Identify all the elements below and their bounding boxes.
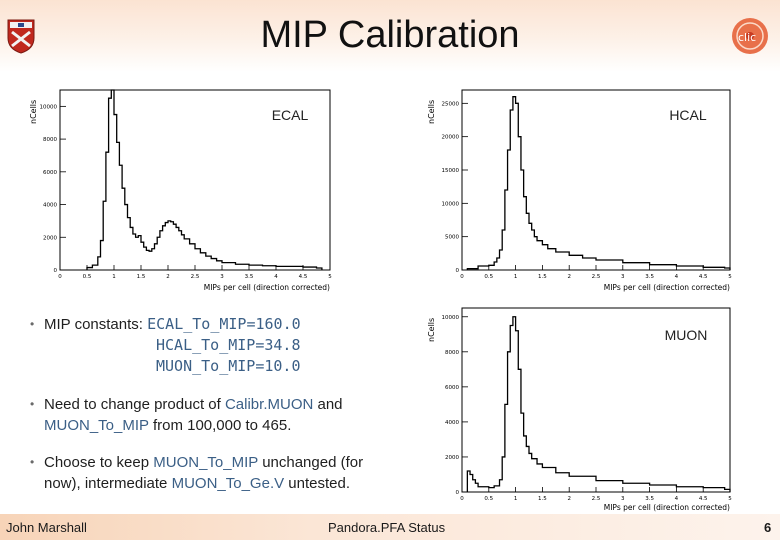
calibr-muon-term: Calibr.MUON xyxy=(224,396,314,413)
muon-xtick-label: 4.5 xyxy=(699,496,708,502)
muon-xtick-label: 4 xyxy=(675,496,679,502)
hcal-label: HCAL xyxy=(669,107,707,123)
hcal-ytick-label: 20000 xyxy=(442,135,460,141)
ecal-ytick-label: 6000 xyxy=(43,170,57,176)
muon-ylabel: nCells xyxy=(427,318,436,342)
muon-plot: 10000 8000 6000 4000 2000 0 0 0.5 1 1.5 2 2.5 3 3.5 4… xyxy=(426,300,736,512)
hcal-ytick-label: 5000 xyxy=(445,235,459,241)
muon-xtick-label: 1 xyxy=(514,496,518,502)
hcal-to-mip-value: HCAL_To_MIP=34.8 xyxy=(156,336,301,354)
hcal-xlabel: MIPs per cell (direction corrected) xyxy=(604,283,730,292)
muon-xtick-label: 3.5 xyxy=(645,496,654,502)
hcal-xtick-label: 5 xyxy=(728,274,732,280)
ecal-ytick-label: 4000 xyxy=(43,203,57,209)
hcal-ytick-label: 25000 xyxy=(442,101,460,107)
muon-label: MUON xyxy=(665,327,708,343)
ecal-ytick-label: 8000 xyxy=(43,137,57,143)
muon-xtick-label: 0 xyxy=(460,496,464,502)
muon-to-mip-value: MUON_To_MIP=10.0 xyxy=(156,357,301,375)
ecal-xtick-label: 5 xyxy=(328,274,332,280)
ecal-xtick-label: 4.5 xyxy=(299,274,308,280)
ecal-xtick-label: 3.5 xyxy=(245,274,254,280)
hcal-xtick-label: 0 xyxy=(460,274,464,280)
muon-xtick-label: 0.5 xyxy=(484,496,493,502)
muon-xlabel: MIPs per cell (direction corrected) xyxy=(604,503,730,512)
hcal-xtick-label: 4.5 xyxy=(699,274,708,280)
svg-text:clic: clic xyxy=(738,31,756,44)
muon-chart: 10000 8000 6000 4000 2000 0 0 0.5 1 1.5 2 2.5 3 3.5 4… xyxy=(427,307,732,512)
hcal-ytick-label: 15000 xyxy=(442,168,460,174)
bullet3-text: now), intermediate xyxy=(44,475,168,492)
muon-to-mip-term: MUON_To_MIP xyxy=(44,417,149,434)
slide-header: MIP Calibration clic xyxy=(0,0,780,72)
hcal-ytick-label: 0 xyxy=(456,268,460,274)
muon-to-mip-term: MUON_To_MIP xyxy=(153,454,259,471)
muon-ytick-label: 10000 xyxy=(442,315,460,321)
ecal-xtick-label: 3 xyxy=(220,274,224,280)
bullet2-text: from 100,000 to 465. xyxy=(152,417,292,434)
muon-xtick-label: 2.5 xyxy=(592,496,601,502)
hcal-xtick-label: 2.5 xyxy=(592,274,601,280)
ecal-xlabel: MIPs per cell (direction corrected) xyxy=(204,283,330,292)
mip-constants-label: MIP constants: xyxy=(44,316,143,333)
muon-histogram xyxy=(466,316,731,492)
ecal-to-mip-value: ECAL_To_MIP=160.0 xyxy=(147,315,301,333)
ecal-ytick-label: 0 xyxy=(54,268,58,274)
hcal-ytick-label: 10000 xyxy=(442,201,460,207)
hcal-xtick-label: 1.5 xyxy=(538,274,547,280)
ecal-xtick-label: 1 xyxy=(112,274,116,280)
ecal-ytick-label: 10000 xyxy=(40,104,58,110)
bullet-mip-constants: • MIP constants: ECAL_To_MIP=160.0 HCAL_… xyxy=(30,314,410,377)
ecal-ylabel: nCells xyxy=(29,100,38,124)
muon-ytick-label: 2000 xyxy=(445,455,459,461)
footer-center-text: Pandora.PFA Status xyxy=(328,520,446,535)
hcal-xtick-label: 3 xyxy=(621,274,625,280)
bullet3-text: untested. xyxy=(288,475,351,492)
ecal-plot: 10000 8000 6000 4000 2000 0 0 0.5 1 1.5 2 2.5 3 3.5 4… xyxy=(28,84,338,294)
hcal-plot: 25000 20000 15000 10000 5000 0 0 0.5 1 1.5 2 2.5 3 3… xyxy=(426,84,736,294)
hcal-xtick-label: 0.5 xyxy=(484,274,493,280)
ecal-chart: 10000 8000 6000 4000 2000 0 0 0.5 1 1.5 2 2.5 3 3.5 4… xyxy=(29,89,332,292)
clic-logo-icon: clic xyxy=(732,18,768,54)
muon-ytick-label: 0 xyxy=(456,490,460,496)
muon-ytick-label: 6000 xyxy=(445,385,459,391)
footer-author: John Marshall xyxy=(6,520,87,535)
slide-title: MIP Calibration xyxy=(260,14,520,56)
ecal-xtick-label: 1.5 xyxy=(137,274,146,280)
bullet-change-product: • Need to change product of Calibr.MUON … xyxy=(30,394,420,436)
ecal-xtick-label: 0 xyxy=(58,274,62,280)
ecal-histogram xyxy=(86,89,323,270)
ecal-ytick-label: 2000 xyxy=(43,235,57,241)
hcal-xtick-label: 4 xyxy=(675,274,679,280)
bullet-marker: • xyxy=(30,455,35,469)
bullet-marker: • xyxy=(30,317,35,331)
muon-xtick-label: 1.5 xyxy=(538,496,547,502)
muon-ytick-label: 4000 xyxy=(445,420,459,426)
ecal-xtick-label: 2 xyxy=(166,274,170,280)
ecal-xtick-label: 0.5 xyxy=(83,274,92,280)
bullet3-text: Choose to keep xyxy=(44,454,150,471)
university-crest-icon xyxy=(7,19,35,54)
muon-xtick-label: 2 xyxy=(567,496,571,502)
bullet-choose-keep: • Choose to keep MUON_To_MIP unchanged (… xyxy=(30,452,422,494)
hcal-xtick-label: 2 xyxy=(567,274,571,280)
ecal-label: ECAL xyxy=(272,107,309,123)
hcal-ylabel: nCells xyxy=(427,100,436,124)
bullet-marker: • xyxy=(30,397,35,411)
hcal-chart: 25000 20000 15000 10000 5000 0 0 0.5 1 1.5 2 2.5 3 3… xyxy=(427,89,732,292)
bullet3-text: unchanged (for xyxy=(262,454,364,471)
bullet2-text: and xyxy=(317,396,343,413)
muon-xtick-label: 5 xyxy=(728,496,732,502)
ecal-xtick-label: 4 xyxy=(274,274,278,280)
bullet2-text: Need to change product of xyxy=(44,396,221,413)
slide-footer: John Marshall Pandora.PFA Status 6 xyxy=(0,514,780,540)
hcal-xtick-label: 3.5 xyxy=(645,274,654,280)
muon-xtick-label: 3 xyxy=(621,496,625,502)
page-number: 6 xyxy=(764,520,772,535)
muon-ytick-label: 8000 xyxy=(445,350,459,356)
muon-to-gev-term: MUON_To_Ge.V xyxy=(171,475,285,492)
ecal-xtick-label: 2.5 xyxy=(191,274,200,280)
hcal-xtick-label: 1 xyxy=(514,274,518,280)
hcal-histogram xyxy=(466,96,731,270)
